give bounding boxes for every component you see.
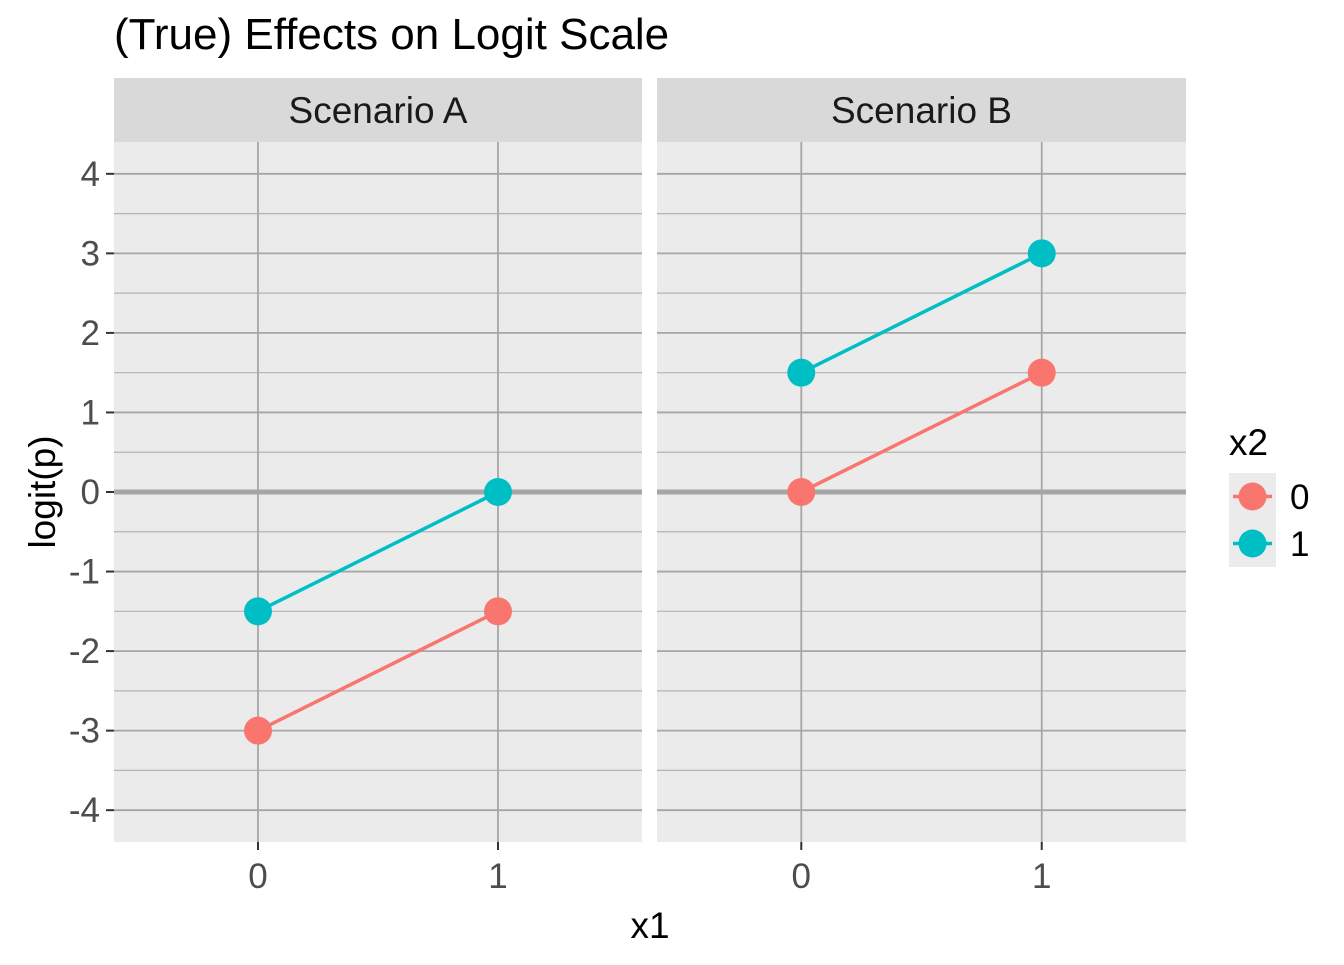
y-tick-label: 0	[81, 473, 100, 512]
data-point	[244, 597, 272, 626]
chart-title: (True) Effects on Logit Scale	[114, 10, 670, 59]
data-point	[787, 478, 816, 506]
series-line	[257, 609, 499, 733]
y-axis-title: logit(p)	[22, 435, 63, 548]
y-tick-label: -3	[69, 712, 100, 751]
data-point	[1027, 239, 1056, 268]
facet-strip	[114, 78, 642, 142]
x-axis-title: x1	[630, 905, 669, 946]
facet-strip-label: Scenario B	[831, 90, 1012, 131]
y-tick-label: 4	[81, 155, 100, 194]
y-tick-label: -4	[69, 791, 100, 830]
facet-strip-label: Scenario A	[289, 90, 468, 131]
data-point	[1027, 358, 1056, 387]
series-line	[800, 371, 1043, 494]
legend-key-point	[1238, 482, 1267, 511]
data-point	[244, 716, 272, 745]
y-tick-label: 3	[81, 234, 100, 273]
y-tick-label: -2	[69, 632, 100, 671]
series-line	[257, 490, 499, 613]
x-tick-label: 0	[792, 857, 811, 896]
y-tick-label: 2	[81, 314, 100, 353]
legend-label: 1	[1290, 525, 1309, 564]
facet-strip	[657, 78, 1186, 142]
x-tick-label: 1	[1032, 857, 1051, 896]
data-point	[787, 358, 816, 387]
data-point	[484, 597, 512, 626]
data-point	[484, 478, 512, 506]
y-tick-label: 1	[81, 393, 100, 432]
y-tick-label: -1	[69, 553, 100, 592]
x-tick-label: 0	[248, 857, 267, 896]
series-line	[800, 251, 1043, 375]
legend-key-point	[1238, 529, 1267, 558]
x-tick-label: 1	[488, 857, 507, 896]
legend-label: 0	[1290, 478, 1309, 517]
legend-title: x2	[1229, 422, 1268, 463]
